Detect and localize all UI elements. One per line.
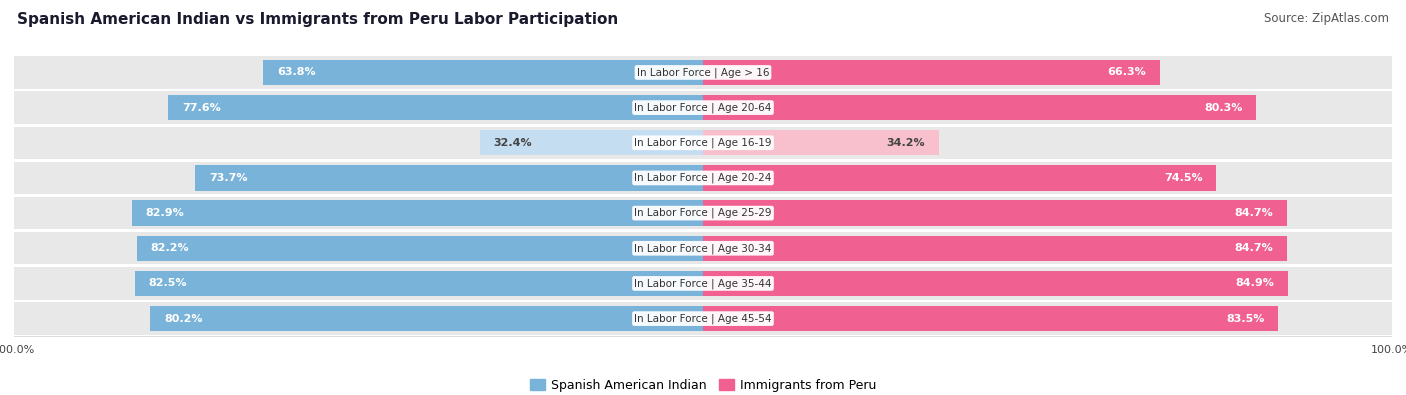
Text: In Labor Force | Age 16-19: In Labor Force | Age 16-19 — [634, 137, 772, 148]
Bar — [703, 235, 1286, 261]
Bar — [703, 306, 1278, 331]
Text: 32.4%: 32.4% — [494, 138, 533, 148]
Text: In Labor Force | Age 30-34: In Labor Force | Age 30-34 — [634, 243, 772, 254]
Text: 84.9%: 84.9% — [1236, 278, 1274, 288]
Text: 63.8%: 63.8% — [277, 68, 316, 77]
Text: In Labor Force | Age 20-64: In Labor Force | Age 20-64 — [634, 102, 772, 113]
Text: In Labor Force | Age 45-54: In Labor Force | Age 45-54 — [634, 313, 772, 324]
Bar — [135, 271, 703, 296]
Text: 80.2%: 80.2% — [165, 314, 202, 324]
Bar — [132, 200, 703, 226]
Text: In Labor Force | Age > 16: In Labor Force | Age > 16 — [637, 67, 769, 78]
Bar — [703, 60, 1160, 85]
Bar — [703, 271, 1288, 296]
Text: 83.5%: 83.5% — [1226, 314, 1264, 324]
Bar — [263, 60, 703, 85]
Text: In Labor Force | Age 35-44: In Labor Force | Age 35-44 — [634, 278, 772, 289]
Bar — [150, 306, 703, 331]
Bar — [14, 127, 1392, 159]
Text: 82.9%: 82.9% — [146, 208, 184, 218]
Bar — [136, 235, 703, 261]
Bar — [14, 162, 1392, 194]
Text: Spanish American Indian vs Immigrants from Peru Labor Participation: Spanish American Indian vs Immigrants fr… — [17, 12, 619, 27]
Bar — [703, 165, 1216, 191]
Bar — [14, 232, 1392, 264]
Bar — [479, 130, 703, 156]
Bar — [703, 130, 939, 156]
Legend: Spanish American Indian, Immigrants from Peru: Spanish American Indian, Immigrants from… — [524, 374, 882, 395]
Text: In Labor Force | Age 25-29: In Labor Force | Age 25-29 — [634, 208, 772, 218]
Bar — [703, 200, 1286, 226]
Bar — [14, 91, 1392, 124]
Bar — [169, 95, 703, 120]
Bar — [14, 303, 1392, 335]
Text: 74.5%: 74.5% — [1164, 173, 1202, 183]
Text: Source: ZipAtlas.com: Source: ZipAtlas.com — [1264, 12, 1389, 25]
Bar — [703, 95, 1256, 120]
Text: 84.7%: 84.7% — [1234, 208, 1272, 218]
Text: 34.2%: 34.2% — [886, 138, 925, 148]
Text: 66.3%: 66.3% — [1108, 68, 1146, 77]
Text: 82.2%: 82.2% — [150, 243, 188, 253]
Text: In Labor Force | Age 20-24: In Labor Force | Age 20-24 — [634, 173, 772, 183]
Text: 84.7%: 84.7% — [1234, 243, 1272, 253]
Bar — [14, 197, 1392, 229]
Text: 73.7%: 73.7% — [209, 173, 247, 183]
Text: 77.6%: 77.6% — [183, 103, 221, 113]
Bar — [14, 56, 1392, 88]
Text: 82.5%: 82.5% — [149, 278, 187, 288]
Bar — [195, 165, 703, 191]
Bar — [14, 267, 1392, 300]
Text: 80.3%: 80.3% — [1204, 103, 1243, 113]
